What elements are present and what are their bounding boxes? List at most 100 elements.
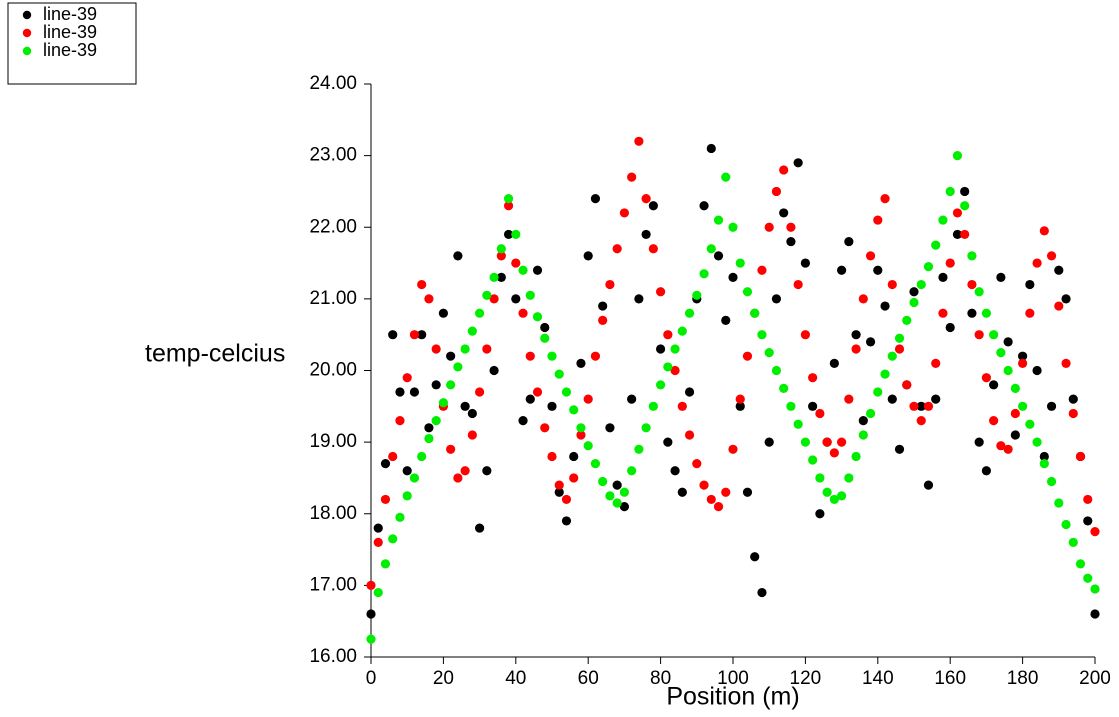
point: [735, 401, 745, 411]
point: [808, 373, 818, 383]
point: [757, 330, 767, 340]
point: [641, 229, 651, 240]
legend-marker: [22, 28, 32, 38]
point: [945, 258, 955, 268]
point: [525, 351, 535, 361]
point: [525, 394, 535, 404]
point: [706, 244, 716, 254]
point: [648, 401, 658, 411]
point: [945, 322, 955, 333]
point: [735, 258, 745, 268]
point: [496, 272, 506, 282]
point: [851, 344, 861, 354]
point: [1061, 519, 1071, 530]
point: [1039, 459, 1049, 469]
point: [713, 251, 724, 261]
point: [525, 290, 535, 300]
point: [540, 423, 550, 433]
point: [938, 215, 948, 225]
point: [453, 473, 463, 483]
point: [931, 358, 941, 368]
point: [974, 287, 984, 297]
point: [996, 441, 1006, 451]
point: [641, 423, 651, 433]
x-tick-label: 0: [366, 668, 377, 689]
point: [460, 344, 470, 354]
point: [771, 186, 782, 197]
point: [757, 265, 767, 275]
point: [511, 229, 521, 240]
point: [684, 308, 695, 318]
point: [989, 380, 999, 390]
point: [837, 265, 847, 275]
point: [409, 387, 420, 397]
point: [858, 416, 868, 426]
point: [786, 222, 796, 232]
point: [721, 487, 731, 497]
point: [561, 494, 572, 505]
y-tick-label: 21.00: [309, 288, 357, 309]
point: [1083, 516, 1093, 526]
point: [909, 287, 919, 297]
point: [1046, 401, 1057, 411]
point: [590, 194, 601, 204]
point: [800, 258, 811, 268]
point: [641, 194, 651, 204]
point: [569, 473, 579, 483]
x-tick-label: 80: [650, 668, 671, 689]
y-tick-label: 23.00: [309, 145, 357, 166]
point: [974, 437, 984, 447]
y-axis-label: temp-celcius: [145, 340, 285, 368]
point: [1025, 419, 1035, 429]
point: [829, 448, 839, 458]
point: [431, 380, 441, 390]
point: [902, 380, 912, 390]
point: [402, 466, 412, 476]
point: [677, 487, 687, 497]
point: [424, 423, 434, 433]
point: [569, 405, 579, 415]
point: [475, 387, 485, 397]
point: [380, 559, 391, 569]
point: [713, 215, 724, 225]
point: [1039, 226, 1049, 236]
point: [590, 351, 601, 361]
point: [909, 297, 919, 308]
point: [532, 312, 543, 322]
point: [1090, 609, 1100, 619]
point: [728, 444, 738, 454]
point: [612, 480, 622, 490]
point: [663, 362, 673, 372]
point: [648, 244, 658, 254]
point: [619, 208, 630, 218]
point: [923, 480, 934, 490]
point: [417, 279, 427, 290]
point: [1046, 251, 1057, 261]
point: [576, 423, 586, 433]
x-tick-label: 100: [717, 668, 749, 689]
point: [1075, 559, 1086, 569]
point: [569, 451, 579, 462]
point: [960, 201, 970, 211]
point: [764, 347, 774, 358]
point: [960, 186, 970, 197]
point: [532, 265, 543, 275]
point: [721, 315, 731, 325]
point: [815, 408, 825, 419]
point: [728, 222, 738, 232]
point: [967, 279, 977, 290]
point: [395, 387, 405, 397]
point: [742, 351, 753, 361]
point: [380, 459, 391, 469]
x-tick-label: 40: [505, 668, 526, 689]
point: [467, 326, 477, 336]
point: [1018, 401, 1028, 411]
point: [1068, 408, 1078, 419]
point: [844, 236, 854, 247]
point: [663, 330, 673, 340]
point: [1083, 494, 1093, 505]
point: [446, 380, 456, 390]
point: [1032, 258, 1042, 268]
point: [858, 294, 868, 304]
point: [873, 387, 883, 397]
